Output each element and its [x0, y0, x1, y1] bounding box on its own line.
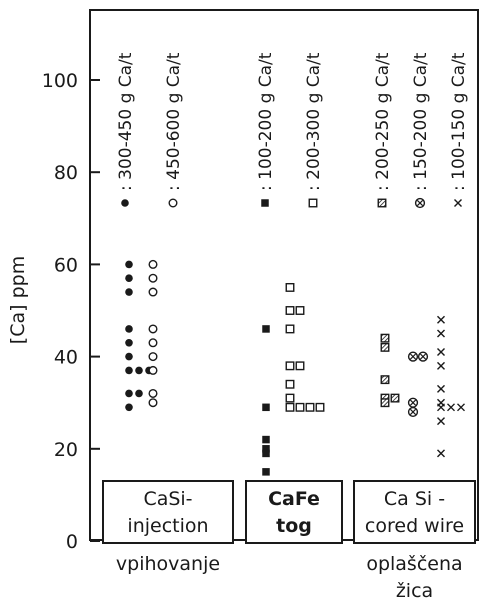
category-sublabel: oplaščena — [366, 553, 462, 575]
data-point — [390, 393, 400, 403]
data-point — [407, 397, 419, 408]
legend-label: : 300-450 g Ca/t — [116, 52, 136, 191]
y-tick-label: 60 — [54, 254, 78, 276]
data-point — [148, 398, 158, 408]
legend-label: : 100-150 g Ca/t — [449, 52, 469, 191]
category-label: CaSi- — [143, 488, 192, 510]
data-point — [125, 288, 133, 296]
category-sublabel: vpihovanje — [116, 553, 220, 575]
legend-marker — [308, 198, 318, 208]
data-point — [305, 402, 315, 412]
data-point — [285, 324, 295, 334]
data-point — [148, 324, 158, 334]
data-point — [380, 375, 390, 385]
data-point — [148, 352, 158, 362]
data-point — [417, 351, 429, 362]
data-point — [285, 283, 295, 292]
data-point — [148, 273, 158, 283]
y-tick-label: 80 — [54, 162, 78, 184]
legend-marker — [454, 199, 462, 207]
data-point — [457, 403, 465, 412]
category-box — [353, 480, 476, 544]
data-point — [262, 449, 270, 458]
data-point — [262, 325, 270, 333]
legend-marker — [168, 198, 178, 208]
y-tick-label: 0 — [66, 531, 78, 553]
data-point — [295, 402, 305, 412]
data-point — [407, 351, 419, 362]
data-point — [407, 406, 419, 418]
data-point — [125, 274, 133, 283]
data-point — [380, 333, 390, 343]
data-point — [437, 449, 445, 458]
data-point — [135, 366, 143, 375]
y-tick-label: 40 — [54, 347, 78, 369]
legend-label: : 450-600 g Ca/t — [164, 52, 184, 191]
group-2: : 200-250 g Ca/t : 150-200 g Ca/t : 100-15… — [353, 52, 476, 602]
y-axis: 0 20 40 60 80 100 — [42, 70, 100, 553]
data-point — [285, 379, 295, 389]
data-point — [125, 352, 133, 361]
data-point — [437, 384, 445, 393]
data-point — [437, 315, 445, 324]
data-point — [295, 306, 305, 315]
data-point — [285, 306, 295, 315]
data-point — [125, 325, 133, 333]
chart-groups: : 300-450 g Ca/t : 450-600 g Ca/t CaSi-inj… — [102, 52, 476, 602]
data-point — [148, 365, 158, 375]
legend-label: : 100-200 g Ca/t — [256, 52, 276, 191]
data-point — [135, 389, 143, 398]
data-point — [295, 361, 305, 371]
y-axis-label: [Ca] ppm — [7, 256, 29, 344]
data-point — [148, 338, 158, 348]
data-point — [380, 398, 390, 408]
data-point — [285, 393, 295, 403]
data-point — [380, 342, 390, 352]
legend-marker — [121, 199, 129, 207]
data-point — [437, 417, 445, 426]
data-point — [437, 347, 445, 356]
data-point — [447, 403, 455, 412]
data-point — [125, 403, 133, 412]
data-point — [125, 260, 133, 269]
data-point — [262, 403, 270, 412]
data-point — [285, 361, 295, 371]
y-tick-label: 100 — [42, 70, 78, 92]
legend-label: : 150-200 g Ca/t — [411, 52, 431, 191]
legend-marker — [377, 198, 387, 208]
data-point — [437, 329, 445, 338]
data-point — [315, 402, 325, 412]
category-label: cored wire — [365, 515, 464, 537]
category-label: Ca Si - — [384, 488, 445, 510]
legend-marker — [414, 197, 426, 209]
data-point — [437, 403, 445, 412]
group-0: : 300-450 g Ca/t : 450-600 g Ca/t CaSi-inj… — [102, 52, 234, 575]
data-point — [262, 445, 270, 453]
y-tick-label: 20 — [54, 439, 78, 461]
category-sublabel: žica — [396, 580, 433, 602]
data-point — [285, 402, 295, 412]
group-1: : 100-200 g Ca/t : 200-300 g Ca/t CaFe tog — [245, 52, 343, 544]
data-point — [125, 366, 133, 375]
category-box — [245, 480, 343, 544]
data-point — [262, 468, 270, 476]
data-point — [148, 287, 158, 297]
data-point — [262, 435, 270, 444]
legend-marker — [261, 199, 269, 207]
data-point — [437, 361, 445, 370]
category-box — [102, 480, 234, 544]
data-point — [148, 259, 158, 269]
data-point — [148, 388, 158, 398]
data-point — [125, 389, 133, 398]
data-point — [125, 338, 133, 347]
category-label: tog — [276, 515, 312, 537]
legend-label: : 200-300 g Ca/t — [304, 52, 324, 191]
legend-label: : 200-250 g Ca/t — [373, 52, 393, 191]
category-label: injection — [127, 515, 208, 537]
category-label: CaFe — [268, 488, 320, 510]
